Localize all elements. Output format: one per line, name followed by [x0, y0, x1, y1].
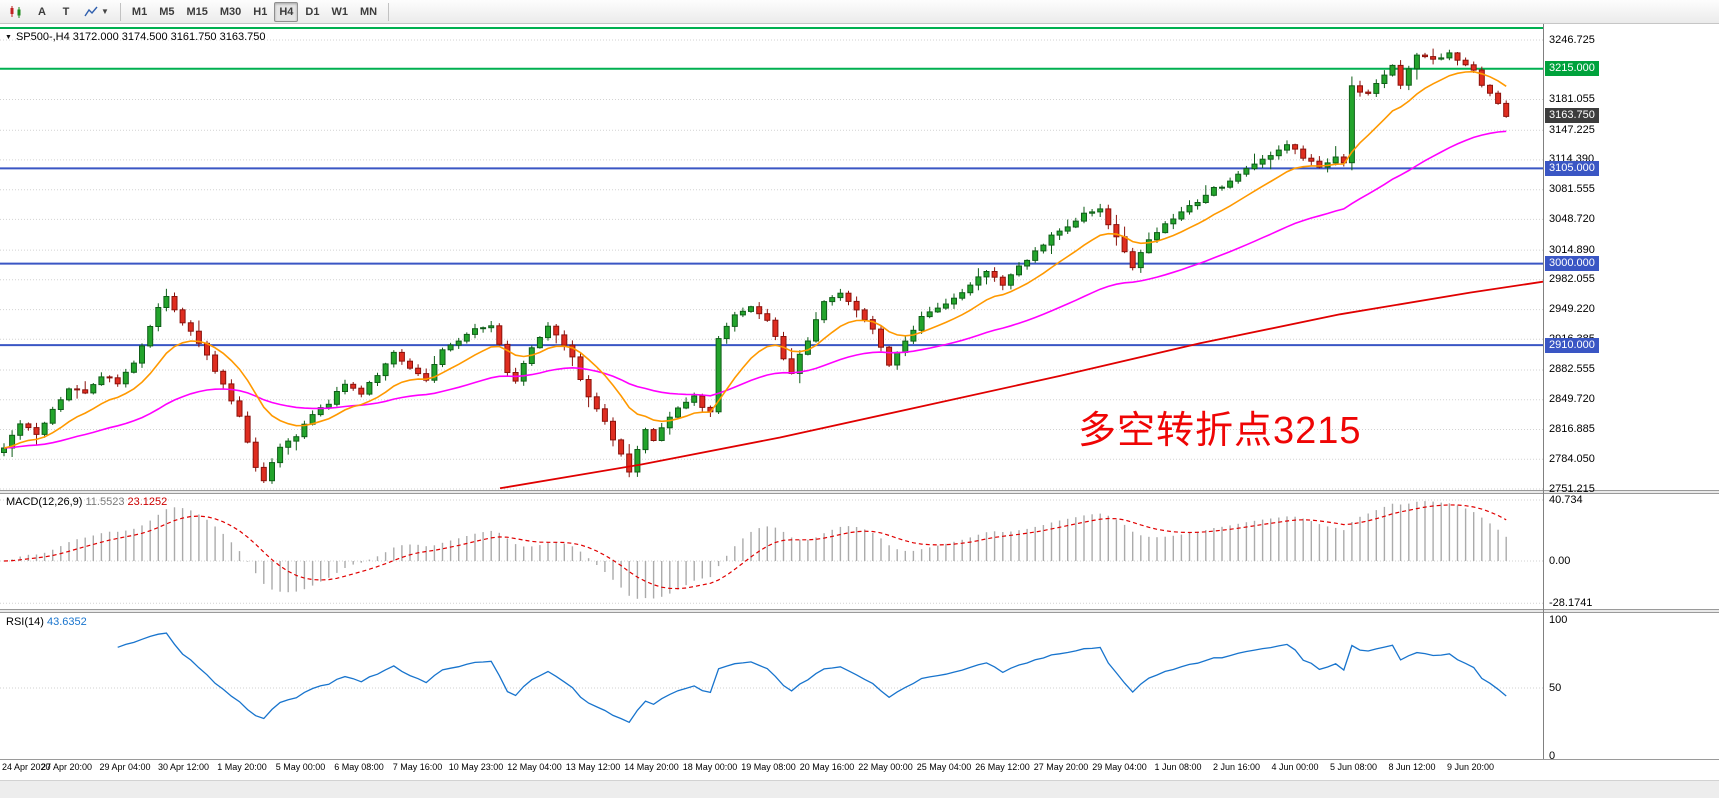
- price-label: 3246.725: [1549, 33, 1595, 46]
- price-gridlines: [0, 39, 1543, 490]
- ma-line-medium-magenta: [3, 130, 1507, 449]
- time-label: 30 Apr 12:00: [157, 762, 210, 772]
- time-label: 8 Jun 12:00: [1388, 762, 1436, 772]
- candlestick-chart-icon: [10, 5, 21, 18]
- time-label: 25 May 04:00: [916, 762, 972, 772]
- timeframe-button-m1[interactable]: M1: [131, 5, 148, 18]
- time-label: 5 May 00:00: [275, 762, 326, 772]
- time-label: 1 May 20:00: [217, 762, 267, 772]
- rsi-axis-label: 0: [1549, 749, 1556, 762]
- macd-gridlines: [0, 499, 1543, 604]
- time-label: 18 May 00:00: [682, 762, 738, 772]
- rsi-axis-label: 50: [1549, 681, 1562, 694]
- timeframe-button-mn[interactable]: MN: [359, 5, 378, 18]
- price-label: 2751.215: [1549, 482, 1595, 495]
- macd-axis-label: -28.1741: [1549, 596, 1593, 609]
- horizontal-level-lines[interactable]: [0, 27, 1543, 347]
- time-label: 9 Jun 20:00: [1446, 762, 1495, 772]
- price-label: 2982.055: [1549, 273, 1595, 286]
- time-label: 29 Apr 04:00: [99, 762, 151, 772]
- time-label: 27 Apr 20:00: [40, 762, 93, 772]
- toolbar-separator: [119, 2, 121, 21]
- time-label: 1 Jun 08:00: [1154, 762, 1202, 772]
- time-label: 12 May 04:00: [507, 762, 562, 772]
- annotation-text: 多空转折点3215: [1078, 410, 1362, 452]
- rsi-axis-label: 100: [1549, 613, 1568, 626]
- price-label: 2784.050: [1549, 452, 1595, 465]
- time-axis: 24 Apr 2020 27 Apr 20:00 29 Apr 04:00 30 Ap…: [0, 762, 1719, 778]
- rsi-value: 43.6352: [46, 616, 87, 628]
- time-label: 2 Jun 16:00: [1212, 762, 1261, 772]
- rsi-name: RSI(14): [6, 616, 44, 628]
- time-label: 4 Jun 00:00: [1271, 762, 1319, 772]
- price-label: 3081.555: [1549, 183, 1595, 196]
- chart-tool-button[interactable]: [3, 2, 29, 22]
- macd-histogram: [11, 501, 1507, 599]
- chevron-down-icon: ▼: [101, 7, 109, 16]
- timeframe-button-m15[interactable]: M15: [186, 5, 208, 18]
- price-label: 3181.055: [1549, 93, 1595, 105]
- macd-main-value: 11.5523: [85, 496, 125, 508]
- ma-line-slow: [499, 280, 1543, 490]
- symbol-expand-icon[interactable]: ▼: [5, 33, 12, 41]
- time-label: 20 May 16:00: [799, 762, 855, 772]
- level-badge-3000: 3000.000: [1545, 256, 1599, 272]
- timeframe-button-w1[interactable]: W1: [331, 5, 348, 18]
- time-label: 19 May 08:00: [741, 762, 796, 772]
- timeframe-button-h4[interactable]: H4: [274, 1, 299, 22]
- price-label: 3147.225: [1549, 123, 1595, 136]
- toolbar-separator: [388, 2, 390, 21]
- timeframe-button-d1[interactable]: D1: [305, 5, 320, 18]
- level-badge-2910: 2910.000: [1545, 337, 1599, 353]
- time-label: 13 May 12:00: [565, 762, 621, 772]
- timeframe-group: M1 M5 M15 M30 H1 H4 D1 W1 MN: [126, 1, 383, 22]
- macd-name: MACD(12,26,9): [6, 496, 83, 508]
- time-label: 10 May 23:00: [448, 762, 504, 772]
- time-label: 24 Apr 2020: [2, 762, 51, 772]
- symbol-ohlc-text: SP500-,H4 3172.000 3174.500 3161.750 316…: [15, 31, 266, 43]
- price-label: 2882.555: [1549, 363, 1595, 376]
- macd-signal-line: [3, 504, 1507, 590]
- panel-dividers[interactable]: [0, 490, 1719, 613]
- rsi-axis: 100 50 0: [1549, 0, 1717, 798]
- timeframe-button-m5[interactable]: M5: [159, 5, 175, 18]
- price-label: 3048.720: [1549, 212, 1595, 225]
- macd-label: MACD(12,26,9) 11.5523 23.1252: [6, 496, 167, 508]
- type-tool-button[interactable]: T: [62, 5, 70, 18]
- time-label: 7 May 16:00: [392, 762, 443, 772]
- status-strip: [0, 780, 1719, 798]
- level-badge-3105: 3105.000: [1545, 160, 1599, 176]
- symbol-title: ▼ SP500-,H4 3172.000 3174.500 3161.750 3…: [5, 31, 266, 43]
- macd-axis-label: 40.734: [1549, 493, 1583, 506]
- timeframe-button-m30[interactable]: M30: [219, 5, 242, 18]
- rsi-label: RSI(14) 43.6352: [6, 616, 87, 628]
- time-label: 6 May 08:00: [334, 762, 384, 772]
- price-label: 2949.220: [1549, 303, 1595, 316]
- time-label: 14 May 20:00: [624, 762, 679, 772]
- current-price-badge: 3163.750: [1545, 107, 1599, 123]
- rsi-line: [117, 632, 1507, 724]
- level-badge-3215: 3215.000: [1545, 61, 1599, 77]
- toolbar: A T ▼ M1 M5 M15 M30 H1 H4 D1 W1 MN: [0, 0, 1719, 24]
- price-label: 3014.890: [1549, 243, 1595, 256]
- macd-axis-label: 0.00: [1549, 554, 1571, 567]
- time-label: 22 May 00:00: [858, 762, 913, 772]
- time-label: 5 Jun 08:00: [1329, 762, 1378, 772]
- draw-tools-button[interactable]: ▼: [79, 2, 114, 22]
- price-label: 2816.885: [1549, 422, 1595, 435]
- price-axis: 3246.725 3181.055 3147.225 3114.390 3081.555…: [1545, 0, 1717, 798]
- trendline-tool-icon: [84, 6, 98, 16]
- ma-line-fast-orange: [3, 70, 1507, 449]
- price-label: 2849.720: [1549, 393, 1595, 406]
- text-tool-button[interactable]: A: [38, 5, 46, 18]
- macd-axis: 40.734 0.00 -28.1741: [1549, 0, 1717, 798]
- time-label: 29 May 04:00: [1092, 762, 1147, 772]
- time-label: 26 May 12:00: [975, 762, 1030, 772]
- macd-signal-value: 23.1252: [127, 496, 168, 508]
- timeframe-button-h1[interactable]: H1: [253, 5, 268, 18]
- time-label: 27 May 20:00: [1033, 762, 1089, 772]
